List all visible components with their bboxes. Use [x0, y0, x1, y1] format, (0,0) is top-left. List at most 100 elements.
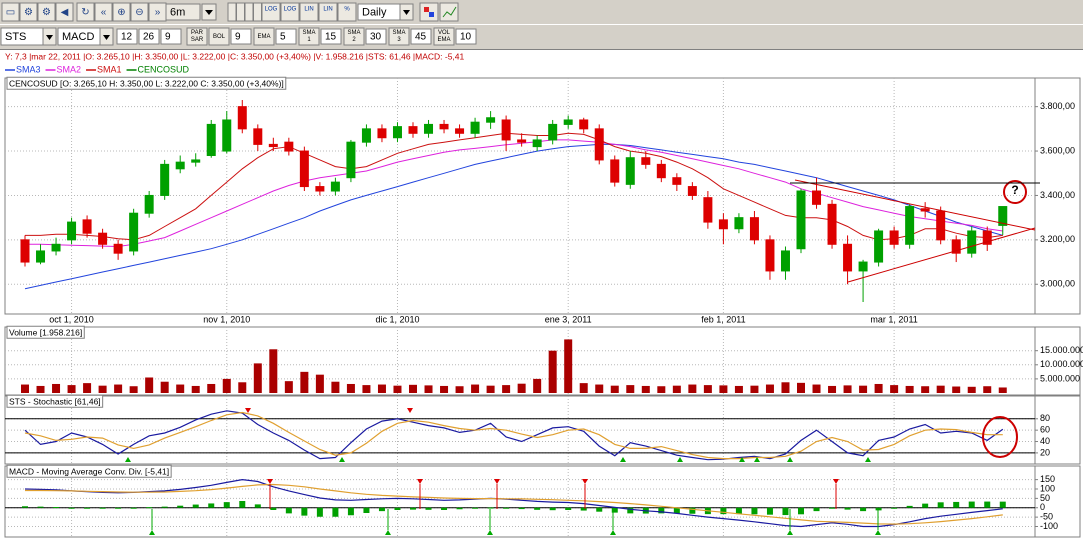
candle-body — [920, 208, 930, 212]
y-tick-label: 0 — [1040, 502, 1045, 512]
overlay-label: PAR — [191, 30, 204, 36]
chart-button[interactable] — [439, 2, 459, 22]
overlay-button[interactable] — [208, 27, 230, 46]
candle-body — [175, 161, 185, 170]
candle-body — [501, 119, 511, 141]
tool-button[interactable] — [19, 2, 38, 22]
signal-marker — [487, 530, 493, 535]
volume-bar — [176, 384, 185, 393]
histogram-bar — [37, 506, 44, 508]
scale-label: LOG — [284, 7, 297, 13]
tool-button[interactable] — [130, 2, 149, 22]
signal-marker — [875, 530, 881, 535]
signal-marker — [494, 479, 500, 484]
volume-bar — [517, 383, 526, 393]
histogram-bar — [394, 507, 401, 510]
candle-body — [641, 157, 651, 165]
y-tick-label: 3.000,00 — [1040, 279, 1075, 289]
tool-button[interactable] — [236, 2, 245, 22]
tool-button[interactable] — [227, 2, 237, 22]
signal-marker — [125, 457, 131, 462]
y-tick-label: 3.800,00 — [1040, 101, 1075, 111]
scale-button[interactable] — [318, 2, 338, 22]
plot-marks — [21, 339, 1007, 393]
candle-body — [812, 190, 822, 205]
plot-marks: ? — [20, 99, 1027, 303]
volume-bar — [548, 350, 557, 393]
overlay-button[interactable] — [298, 27, 320, 46]
scale-button[interactable] — [261, 2, 281, 22]
title-box — [6, 76, 287, 90]
overlay-button[interactable] — [253, 27, 275, 46]
tool-button[interactable] — [148, 2, 167, 22]
candle-body — [656, 163, 666, 179]
volume-bar — [207, 383, 216, 393]
overlay-button[interactable] — [433, 27, 455, 46]
param-field[interactable] — [138, 28, 160, 45]
tool-button[interactable] — [1, 2, 20, 22]
volume-bar — [67, 385, 76, 393]
overlay-param[interactable] — [365, 28, 387, 45]
signal-marker — [385, 530, 391, 535]
candle-body — [796, 190, 806, 250]
volume-bar — [455, 386, 464, 393]
overlay-button[interactable] — [388, 27, 410, 46]
legend-label: SMA1 — [97, 64, 122, 74]
volume-bar — [424, 385, 433, 393]
histogram-bar — [735, 507, 742, 515]
scale-button[interactable] — [299, 2, 319, 22]
scale-button[interactable] — [337, 2, 357, 22]
trend-line — [847, 227, 1036, 283]
volume-bar — [21, 384, 29, 393]
legend-label: CENCOSUD — [138, 64, 190, 74]
histogram-bar — [518, 507, 525, 510]
x-tick-label: ene 3, 2011 — [545, 314, 592, 324]
overlay-button[interactable] — [343, 27, 365, 46]
tool-button[interactable] — [55, 2, 74, 22]
overlay-param[interactable] — [320, 28, 342, 45]
panel-title: Volume [1.958.216] — [9, 327, 82, 337]
overlay-param[interactable] — [455, 28, 477, 45]
period-value: 6m — [170, 6, 185, 18]
y-tick-label: -50 — [1040, 512, 1053, 522]
histogram-bar — [844, 507, 851, 510]
volume-bar — [114, 384, 123, 393]
histogram-bar — [301, 507, 308, 516]
icon — [429, 12, 434, 17]
overlay-param-value: 5 — [280, 32, 286, 43]
overlay-param[interactable] — [275, 28, 297, 45]
y-tick-label: 80 — [1040, 413, 1050, 423]
overlay-param[interactable] — [410, 28, 432, 45]
y-tick-label: 5.000.000 — [1040, 373, 1080, 383]
tool-button[interactable] — [244, 2, 254, 22]
volume-bar — [610, 385, 619, 393]
candle-body — [439, 123, 449, 130]
annotation: ? — [1011, 183, 1018, 197]
scale-button[interactable] — [280, 2, 300, 22]
histogram-bar — [813, 507, 820, 512]
overlay-param[interactable] — [230, 28, 252, 45]
tool-button[interactable] — [253, 2, 262, 22]
volume-bar — [595, 384, 604, 393]
tool-button[interactable] — [94, 2, 113, 22]
volume-bar — [765, 384, 774, 393]
overlay-button[interactable] — [186, 27, 208, 46]
histogram-bar — [922, 503, 929, 508]
volume-bar — [440, 385, 449, 393]
tool-button[interactable] — [76, 2, 95, 22]
param-field[interactable] — [160, 28, 182, 45]
volume-bar — [998, 387, 1007, 393]
candle-body — [610, 159, 620, 183]
signal-marker — [245, 408, 251, 413]
candle-body — [765, 239, 775, 272]
candle-body — [144, 194, 154, 214]
tool-button[interactable] — [112, 2, 131, 22]
tool-button[interactable] — [37, 2, 56, 22]
param-field[interactable] — [116, 28, 138, 45]
volume-bar — [502, 385, 511, 393]
histogram-bar — [146, 507, 153, 509]
overlay-label: EMA — [257, 34, 270, 40]
candle-body — [827, 203, 837, 245]
